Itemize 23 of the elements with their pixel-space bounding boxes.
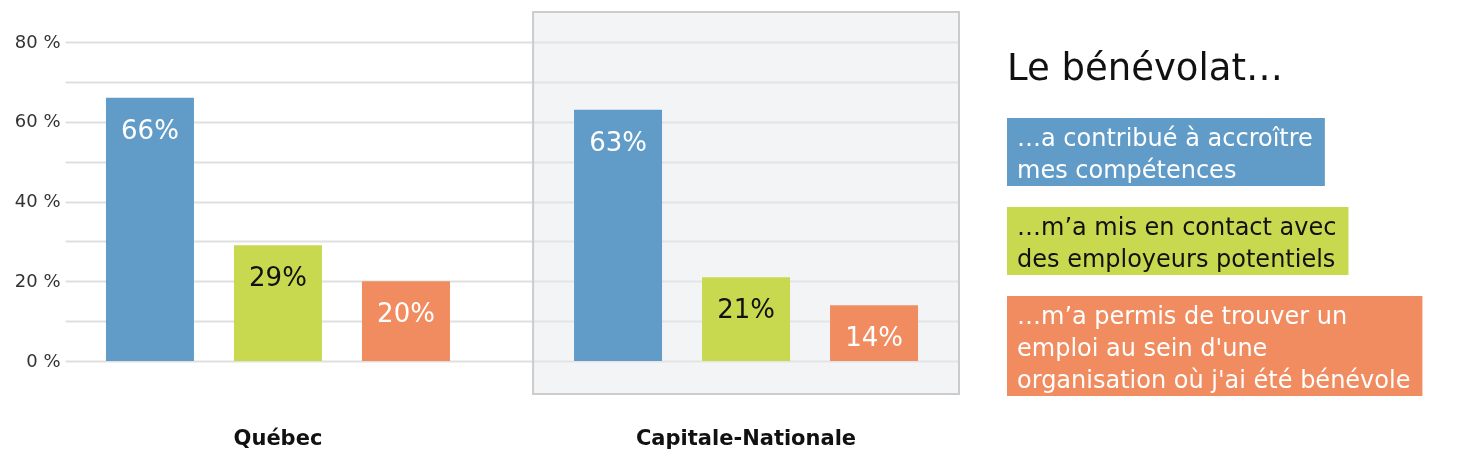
data-label: 63%	[589, 126, 647, 157]
text: …a contribué à accroître mes compétences	[1017, 124, 1313, 184]
data-label: 20%	[377, 298, 435, 329]
y-tick-label: 60 %	[14, 110, 61, 132]
legend-title: Le bénévolat…	[1007, 46, 1283, 89]
y-tick-label: 80 %	[14, 30, 61, 52]
text: …m’a permis de trouver un emploi au sein d'une organisation où j'ai été bénévole	[1017, 302, 1411, 394]
bar	[830, 305, 919, 361]
bar	[105, 97, 194, 361]
bar	[702, 277, 791, 361]
y-tick-label: 20 %	[14, 269, 61, 291]
bar	[233, 245, 322, 361]
y-tick-label: 40 %	[14, 190, 61, 211]
data-label: 14%	[845, 322, 903, 353]
bar	[361, 281, 450, 361]
y-tick-label: 0 %	[26, 349, 61, 371]
text: …m’a mis en contact avec des employeurs potentiels	[1017, 213, 1337, 273]
x-tick-label: Québec	[233, 425, 323, 450]
bar	[574, 109, 663, 361]
x-tick-label: Capitale-Nationale	[635, 425, 857, 450]
data-label: 66%	[121, 114, 179, 145]
data-label: 29%	[249, 262, 307, 293]
data-label: 21%	[717, 294, 775, 325]
